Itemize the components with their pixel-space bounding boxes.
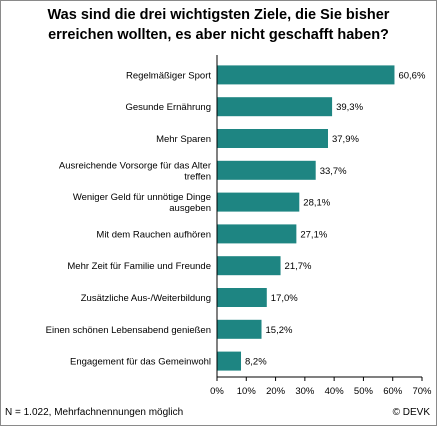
- x-tick-label: 30%: [295, 386, 315, 397]
- category-label: Mehr Zeit für Familie und Freunde: [67, 261, 211, 272]
- category-label: Mehr Sparen: [156, 134, 211, 145]
- category-label: Zusätzliche Aus-/Weiterbildung: [81, 293, 211, 304]
- x-tick-label: 60%: [383, 386, 403, 397]
- data-label: 27,1%: [300, 229, 327, 240]
- data-label: 15,2%: [266, 325, 293, 336]
- category-label: Regelmäßiger Sport: [126, 70, 211, 81]
- source-credit: © DEVK: [392, 407, 430, 418]
- bar: [217, 97, 333, 117]
- x-tick-label: 40%: [325, 386, 345, 397]
- x-tick-label: 10%: [237, 386, 257, 397]
- bar: [217, 129, 328, 148]
- sample-note: N = 1.022, Mehrfachnennungen möglich: [5, 407, 184, 418]
- data-label: 39,3%: [336, 102, 363, 113]
- category-label: Einen schönen Lebensabend genießen: [46, 325, 211, 336]
- bar: [217, 192, 300, 212]
- data-label: 21,7%: [285, 261, 312, 272]
- data-label: 33,7%: [320, 166, 347, 177]
- bar: [217, 160, 316, 180]
- bar: [217, 288, 267, 307]
- chart-title: Was sind die drei wichtigsten Ziele, die…: [47, 7, 390, 43]
- bar: [217, 351, 242, 371]
- x-tick-label: 50%: [354, 386, 374, 397]
- category-label: Weniger Geld für unnötige Dinge ausgeben: [73, 192, 211, 214]
- data-label: 28,1%: [303, 198, 330, 209]
- bar: [217, 65, 395, 85]
- bar: [217, 319, 262, 339]
- data-label: 60,6%: [398, 70, 425, 81]
- x-tick-label: 20%: [266, 386, 286, 397]
- data-label: 17,0%: [271, 293, 298, 304]
- category-label: Engagement für das Gemeinwohl: [70, 357, 211, 368]
- data-label: 8,2%: [245, 357, 267, 368]
- category-label: Ausreichende Vorsorge für das Alter treff…: [59, 160, 211, 182]
- bar: [217, 256, 281, 276]
- category-label: Mit dem Rauchen aufhören: [96, 229, 211, 240]
- bar: [217, 224, 297, 244]
- data-label: 37,9%: [332, 134, 359, 145]
- x-tick-label: 0%: [210, 386, 224, 397]
- category-label: Gesunde Ernährung: [125, 102, 211, 113]
- x-tick-label: 70%: [412, 386, 432, 397]
